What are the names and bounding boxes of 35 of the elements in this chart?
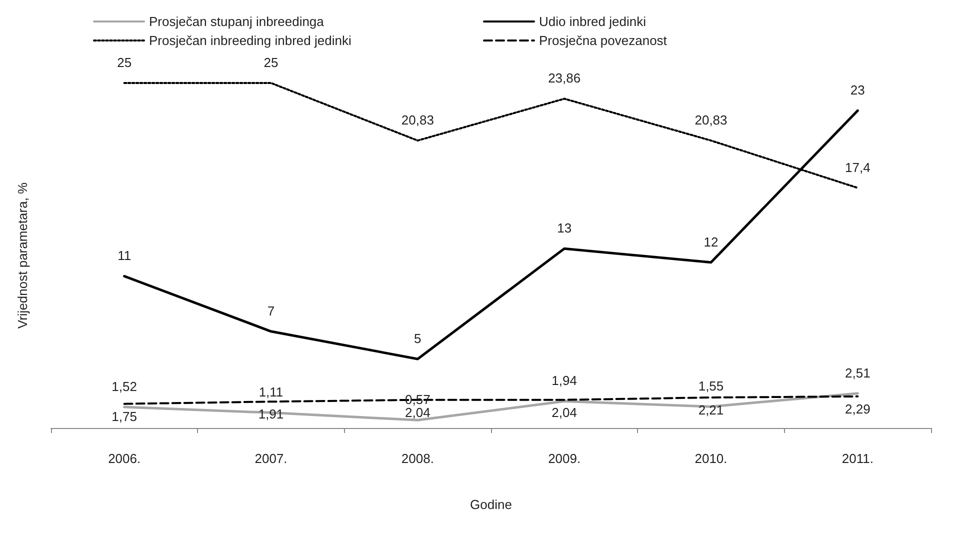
data-label: 1,52 bbox=[112, 379, 137, 394]
data-label: 2,04 bbox=[552, 404, 577, 420]
data-label: 7 bbox=[267, 303, 275, 318]
data-label: 1,91 bbox=[258, 406, 284, 422]
data-label: 23 bbox=[850, 82, 865, 98]
data-label: 25 bbox=[117, 55, 132, 70]
x-tick-label: 2009. bbox=[548, 451, 581, 466]
data-label: 25 bbox=[264, 55, 278, 70]
y-axis-title: Vrijednost parametara, % bbox=[15, 182, 30, 329]
legend-label: Prosječan stupanj inbreedinga bbox=[149, 14, 325, 29]
data-label: 1,55 bbox=[698, 378, 724, 394]
x-tick-label: 2008. bbox=[401, 451, 434, 466]
data-label: 2,04 bbox=[405, 404, 430, 420]
data-label: 13 bbox=[557, 220, 572, 236]
x-axis-title: Godine bbox=[470, 497, 512, 512]
data-label: 20,83 bbox=[401, 112, 434, 128]
data-label: 2,29 bbox=[845, 401, 870, 416]
data-label: 1,94 bbox=[552, 373, 577, 388]
data-label: 12 bbox=[704, 234, 718, 250]
data-label: 1,75 bbox=[112, 408, 137, 424]
x-tick-label: 2007. bbox=[254, 451, 288, 466]
data-label: 5 bbox=[414, 331, 422, 346]
x-tick-label: 2010. bbox=[694, 451, 728, 466]
data-label: 23,86 bbox=[548, 70, 581, 86]
data-label: 2,21 bbox=[698, 402, 724, 418]
data-label: 2,51 bbox=[845, 365, 870, 380]
legend-label: Prosječna povezanost bbox=[539, 33, 668, 48]
data-label: 11 bbox=[118, 248, 132, 264]
legend-label: Udio inbred jedinki bbox=[539, 14, 646, 29]
data-label: 20,83 bbox=[694, 112, 728, 128]
x-tick-label: 2011. bbox=[842, 451, 874, 466]
data-label: 1,11 bbox=[258, 384, 284, 400]
x-tick-label: 2006. bbox=[108, 451, 141, 466]
data-label: 17,4 bbox=[845, 160, 870, 175]
legend-label: Prosječan inbreeding inbred jedinki bbox=[149, 33, 352, 48]
